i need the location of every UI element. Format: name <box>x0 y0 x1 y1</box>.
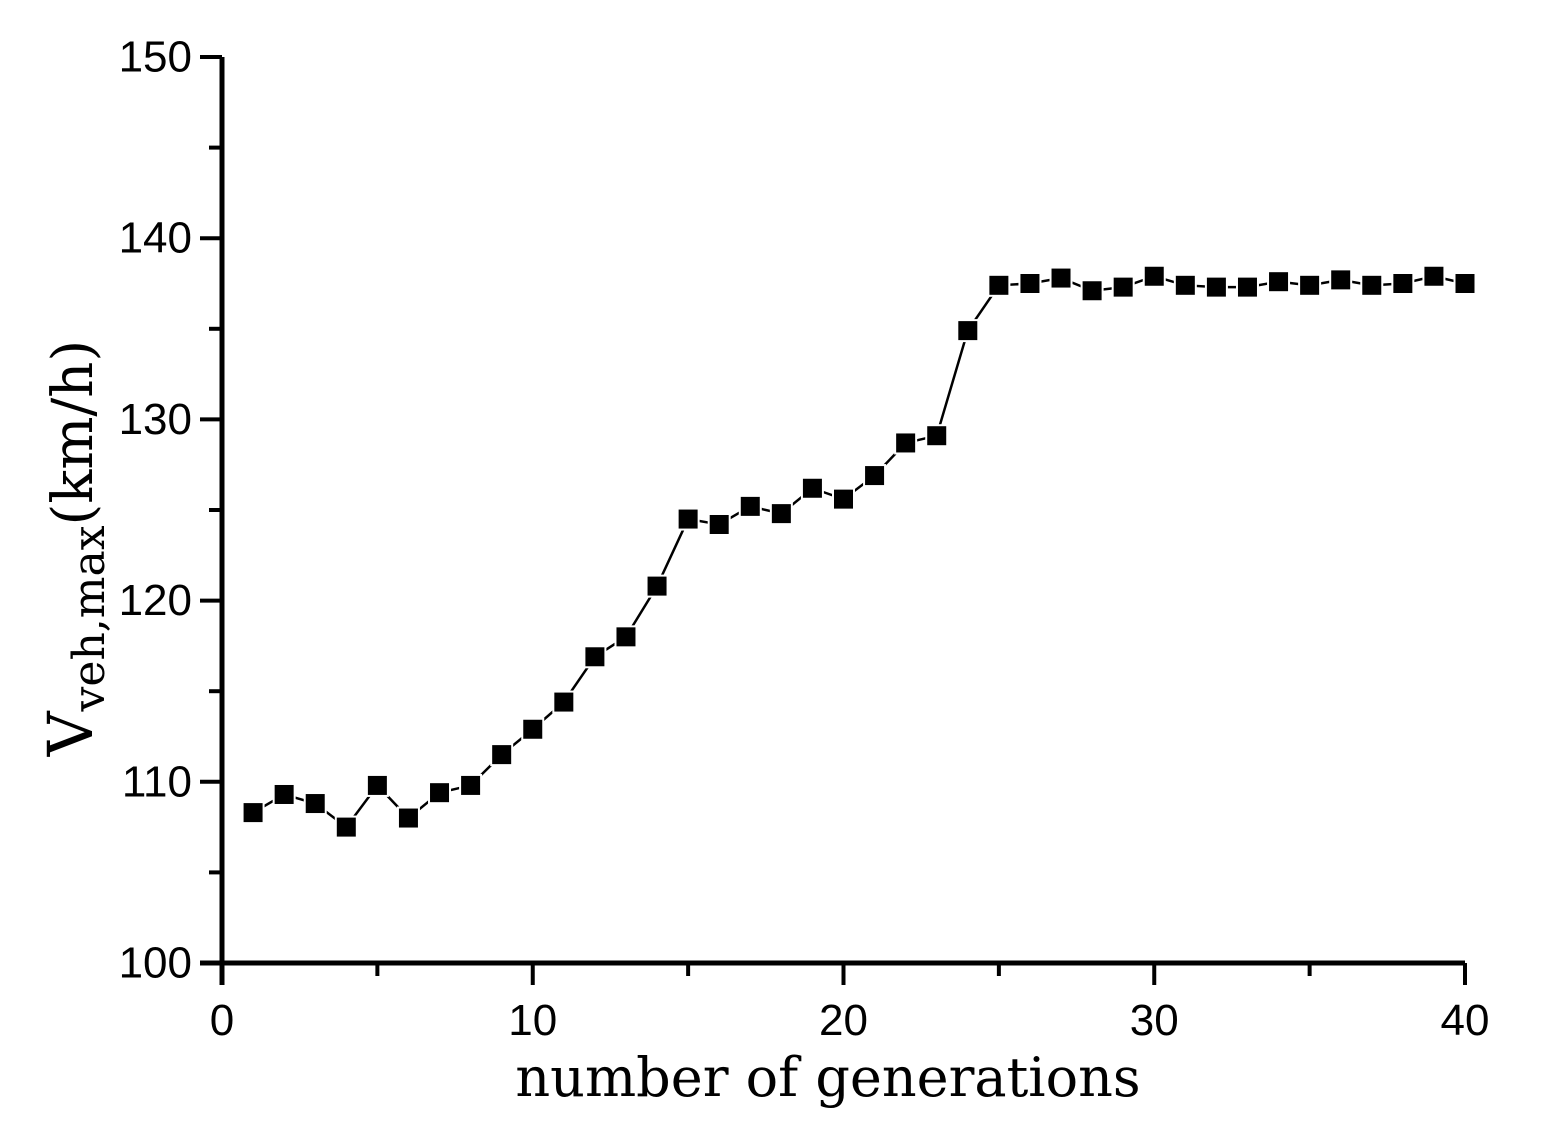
data-point-marker <box>1453 272 1477 295</box>
x-tick-label: 20 <box>819 996 868 1045</box>
data-line <box>252 274 1466 829</box>
data-point-marker <box>334 815 358 839</box>
data-point-marker <box>552 690 576 714</box>
y-axis-title: Vveh,max(km/h) <box>34 340 115 757</box>
data-point-marker <box>987 273 1011 297</box>
x-tick-label: 0 <box>210 996 234 1045</box>
data-point-marker <box>241 801 265 825</box>
data-point-marker <box>614 625 638 649</box>
x-tick-label: 30 <box>1130 996 1179 1045</box>
x-tick-label: 10 <box>508 996 557 1045</box>
data-point-marker <box>707 512 731 536</box>
data-point-marker <box>521 717 545 741</box>
y-tick-label: 150 <box>119 33 192 82</box>
data-point-marker <box>272 782 296 806</box>
data-point-marker <box>925 424 949 448</box>
data-point-marker <box>428 781 452 805</box>
data-point-marker <box>1267 270 1291 294</box>
data-point-marker <box>1049 266 1073 290</box>
data-point-marker <box>396 806 420 830</box>
data-point-marker <box>863 464 887 488</box>
data-point-marker <box>1391 272 1415 295</box>
y-tick-label: 120 <box>119 576 192 625</box>
data-point-marker <box>1329 268 1353 292</box>
data-point-marker <box>1080 279 1104 303</box>
data-point-marker <box>676 507 700 531</box>
data-point-marker <box>303 792 327 816</box>
data-point-marker <box>1235 275 1259 299</box>
y-axis-title-main: V <box>34 710 107 757</box>
data-point-marker <box>365 773 389 797</box>
data-point-marker <box>769 502 793 526</box>
data-point-marker <box>645 574 669 598</box>
data-point-marker <box>1018 272 1042 295</box>
data-point-marker <box>800 476 824 500</box>
data-point-marker <box>956 319 980 343</box>
data-point-marker <box>1298 273 1322 297</box>
data-point-marker <box>490 743 514 767</box>
y-tick-label: 130 <box>119 395 192 444</box>
data-point-marker <box>459 773 483 797</box>
y-axis-title-subscript: veh,max <box>64 525 115 712</box>
data-point-marker <box>1142 264 1166 288</box>
y-tick-label: 100 <box>119 939 192 988</box>
data-point-marker <box>738 494 762 518</box>
data-point-marker <box>1422 264 1446 288</box>
data-point-marker <box>583 645 607 669</box>
y-tick-label: 110 <box>122 757 192 806</box>
x-tick-label: 40 <box>1441 996 1490 1045</box>
x-axis-title: number of generations <box>515 1046 1140 1109</box>
data-point-marker <box>1204 275 1228 299</box>
data-point-marker <box>832 487 855 511</box>
y-tick-label: 140 <box>119 214 192 263</box>
data-point-marker <box>1173 273 1197 297</box>
data-point-marker <box>1360 273 1384 297</box>
data-point-marker <box>894 431 918 455</box>
y-axis-title-unit: (km/h) <box>41 340 106 526</box>
data-point-marker <box>1111 275 1135 299</box>
